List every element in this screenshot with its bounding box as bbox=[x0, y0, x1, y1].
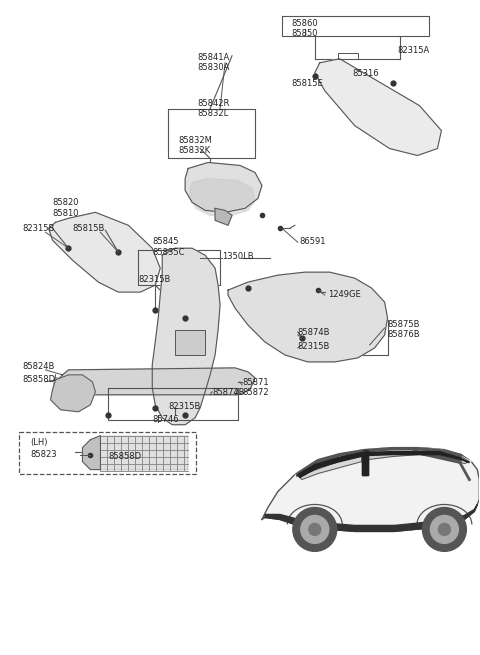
Text: 85815E: 85815E bbox=[292, 79, 324, 88]
Text: 85858D: 85858D bbox=[108, 452, 142, 460]
Polygon shape bbox=[365, 449, 418, 460]
Text: 85845
85835C: 85845 85835C bbox=[152, 237, 185, 257]
Text: 85824B: 85824B bbox=[23, 362, 55, 371]
Polygon shape bbox=[152, 248, 220, 424]
Text: 85832M
85832K: 85832M 85832K bbox=[178, 136, 212, 155]
Text: 85874B: 85874B bbox=[298, 328, 330, 337]
Text: 86591: 86591 bbox=[300, 237, 326, 246]
Text: 82315B: 82315B bbox=[23, 224, 55, 233]
Text: 85858D: 85858D bbox=[23, 375, 56, 384]
Text: 85871
85872: 85871 85872 bbox=[242, 378, 269, 397]
Text: 82315B: 82315B bbox=[298, 342, 330, 351]
Text: 85316: 85316 bbox=[353, 69, 379, 78]
Polygon shape bbox=[83, 436, 100, 470]
Circle shape bbox=[431, 515, 458, 544]
Circle shape bbox=[422, 508, 467, 552]
Bar bbox=[19, 432, 196, 474]
Bar bbox=[175, 330, 205, 355]
Text: 85842R
85832L: 85842R 85832L bbox=[197, 99, 229, 118]
Circle shape bbox=[301, 515, 329, 544]
Bar bbox=[100, 436, 188, 470]
Polygon shape bbox=[50, 375, 96, 412]
Text: 85860
85850: 85860 85850 bbox=[291, 19, 318, 38]
Text: 1350LB: 1350LB bbox=[222, 252, 253, 261]
Polygon shape bbox=[228, 272, 387, 362]
Polygon shape bbox=[48, 212, 160, 292]
Text: 85874B: 85874B bbox=[212, 388, 245, 397]
Text: (LH): (LH) bbox=[31, 438, 48, 447]
Text: 85815B: 85815B bbox=[72, 224, 105, 233]
Polygon shape bbox=[298, 452, 469, 477]
Polygon shape bbox=[295, 447, 471, 475]
Circle shape bbox=[309, 523, 321, 535]
Polygon shape bbox=[298, 452, 361, 479]
Text: 82315B: 82315B bbox=[138, 275, 171, 284]
Polygon shape bbox=[315, 59, 442, 155]
Polygon shape bbox=[418, 449, 469, 464]
Circle shape bbox=[293, 508, 336, 552]
Polygon shape bbox=[56, 368, 255, 395]
Polygon shape bbox=[190, 178, 255, 215]
Text: 1249GE: 1249GE bbox=[328, 290, 360, 299]
Circle shape bbox=[438, 523, 450, 535]
Polygon shape bbox=[361, 452, 368, 475]
Polygon shape bbox=[215, 208, 232, 225]
Text: 85746: 85746 bbox=[152, 415, 179, 424]
Polygon shape bbox=[185, 162, 262, 212]
Polygon shape bbox=[265, 504, 477, 531]
Polygon shape bbox=[298, 447, 461, 475]
Polygon shape bbox=[262, 447, 480, 531]
Text: 85820
85810: 85820 85810 bbox=[52, 198, 79, 217]
Text: 85875B
85876B: 85875B 85876B bbox=[387, 320, 420, 339]
Text: 85823: 85823 bbox=[31, 449, 57, 458]
Text: 82315B: 82315B bbox=[168, 402, 201, 411]
Text: 82315A: 82315A bbox=[397, 46, 430, 55]
Text: 85841A
85830A: 85841A 85830A bbox=[197, 53, 229, 72]
